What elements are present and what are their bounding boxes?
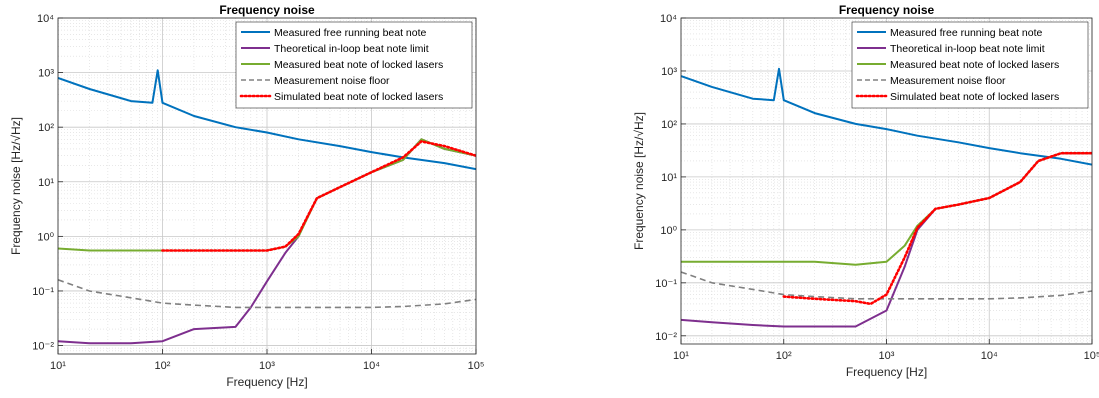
series-line-4 xyxy=(58,279,476,309)
chart-panel-2: 10¹ 10² 10³ 10⁴ 10⁵ 10⁻² 10⁻¹ 10⁰ 10¹ 10² 10³ 10⁴ Fr… xyxy=(632,3,1099,379)
y-axis-label: Frequency noise [Hz/√Hz] xyxy=(632,112,646,250)
series-group xyxy=(681,67,1092,328)
legend-box xyxy=(235,21,473,109)
legend: Measured free running beat note Theoretic… xyxy=(235,21,473,109)
y-tick-label: 10² xyxy=(661,119,677,131)
series-line-1 xyxy=(681,67,1092,166)
legend-label: Measured beat note of locked lasers xyxy=(890,59,1059,71)
y-tick-label: 10⁻² xyxy=(32,341,54,353)
legend-label: Theoretical in-loop beat note limit xyxy=(890,43,1045,55)
y-tick-label: 10⁻² xyxy=(655,331,677,343)
chart-title: Frequency noise xyxy=(219,3,315,17)
legend-label: Measurement noise floor xyxy=(890,75,1006,87)
x-tick-label: 10² xyxy=(155,360,171,372)
x-tick-label: 10⁴ xyxy=(981,350,998,362)
chart-title: Frequency noise xyxy=(839,3,935,17)
y-tick-label: 10⁴ xyxy=(37,13,54,25)
x-tick-label: 10⁴ xyxy=(363,360,380,372)
legend-label: Simulated beat note of locked lasers xyxy=(890,91,1059,103)
legend-label: Theoretical in-loop beat note limit xyxy=(274,43,429,55)
y-tick-label: 10³ xyxy=(661,66,677,78)
series-line-4 xyxy=(681,271,1092,300)
legend-label: Measured free running beat note xyxy=(890,27,1043,39)
y-tick-label: 10⁰ xyxy=(660,225,677,237)
y-tick-label: 10² xyxy=(38,122,54,134)
chart-panel-1: 10¹ 10² 10³ 10⁴ 10⁵ 10⁻² 10⁻¹ 10⁰ 10¹ 10² 10³ 10⁴ Fr… xyxy=(9,3,484,389)
y-tick-label: 10⁻¹ xyxy=(655,278,677,290)
x-tick-label: 10¹ xyxy=(50,360,66,372)
series-line-5 xyxy=(161,140,476,252)
y-tick-label: 10⁴ xyxy=(660,13,677,25)
y-tick-label: 10¹ xyxy=(38,177,54,189)
y-tick-label: 10³ xyxy=(38,68,54,80)
legend-label: Measured free running beat note xyxy=(274,27,427,39)
series-line-1 xyxy=(58,69,476,171)
y-axis-label: Frequency noise [Hz/√Hz] xyxy=(9,117,23,255)
series-line-5 xyxy=(782,151,1092,306)
legend-label: Measurement noise floor xyxy=(274,75,390,87)
x-tick-label: 10¹ xyxy=(673,350,689,362)
y-tick-label: 10⁰ xyxy=(37,231,54,243)
x-tick-label: 10³ xyxy=(259,360,275,372)
series-group xyxy=(58,69,476,345)
x-tick-label: 10⁵ xyxy=(468,360,485,372)
x-axis-label: Frequency [Hz] xyxy=(846,365,927,379)
legend: Measured free running beat note Theoretic… xyxy=(851,21,1089,109)
legend-box xyxy=(851,21,1089,109)
legend-label: Measured beat note of locked lasers xyxy=(274,59,443,71)
y-tick-label: 10¹ xyxy=(661,172,677,184)
y-tick-label: 10⁻¹ xyxy=(32,286,54,298)
legend-label: Simulated beat note of locked lasers xyxy=(274,91,443,103)
x-axis-label: Frequency [Hz] xyxy=(226,375,307,389)
x-tick-label: 10² xyxy=(776,350,792,362)
x-tick-label: 10³ xyxy=(879,350,895,362)
grid xyxy=(57,17,477,354)
x-tick-label: 10⁵ xyxy=(1084,350,1099,362)
